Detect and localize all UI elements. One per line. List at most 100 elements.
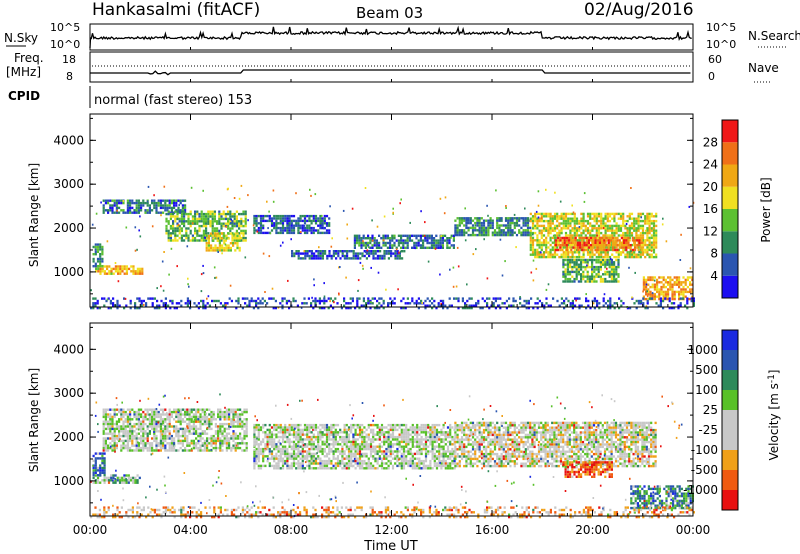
- heatmap-cell: [130, 270, 133, 273]
- heatmap-cell: [581, 241, 584, 244]
- heatmap-cell: [107, 481, 111, 484]
- heatmap-cell: [375, 239, 378, 242]
- heatmap-cell: [181, 432, 184, 435]
- heatmap-cell: [106, 298, 109, 301]
- heatmap-cell: [351, 299, 354, 303]
- heatmap-cell: [691, 288, 694, 291]
- heatmap-cell: [299, 457, 302, 460]
- heatmap-cell: [195, 432, 198, 435]
- heatmap-cell: [136, 474, 139, 477]
- heatmap-cell: [575, 268, 578, 271]
- heatmap-cell: [94, 479, 97, 482]
- heatmap-cell: [208, 418, 211, 421]
- heatmap-cell: [259, 217, 263, 220]
- heatmap-cell: [358, 241, 361, 245]
- heatmap-cell: [227, 244, 230, 247]
- heatmap-cell: [664, 285, 667, 289]
- heatmap-cell: [314, 447, 318, 451]
- heatmap-cell: [594, 236, 597, 240]
- heatmap-cell: [104, 418, 107, 421]
- heatmap-cell: [129, 299, 132, 303]
- heatmap-cell: [142, 410, 145, 414]
- heatmap-cell: [221, 449, 224, 452]
- heatmap-cell: [488, 306, 491, 310]
- heatmap-cell: [314, 445, 318, 448]
- heatmap-cell: [647, 278, 650, 282]
- heatmap-cell: [197, 418, 200, 421]
- heatmap-cell: [284, 229, 287, 232]
- heatmap-cell: [235, 306, 238, 310]
- heatmap-cell: [142, 415, 145, 419]
- heatmap-cell: [358, 237, 361, 240]
- heatmap-cell: [175, 209, 178, 212]
- heatmap-cell: [312, 219, 315, 223]
- heatmap-cell: [146, 201, 149, 205]
- heatmap-cell: [651, 278, 654, 282]
- heatmap-cell: [238, 237, 241, 240]
- heatmap-cell: [103, 270, 106, 273]
- heatmap-cell: [321, 299, 324, 303]
- heatmap-cell: [197, 302, 200, 305]
- heatmap-cell: [580, 224, 583, 228]
- heatmap-cell: [155, 442, 158, 445]
- heatmap-cell: [549, 248, 552, 252]
- heatmap-cell: [202, 229, 205, 233]
- heatmap-cell: [207, 249, 210, 252]
- heatmap-cell: [480, 226, 483, 230]
- heatmap-cell: [219, 437, 222, 440]
- heatmap-cell: [275, 428, 278, 432]
- heatmap-cell: [153, 408, 156, 411]
- heatmap-cell: [131, 437, 134, 440]
- heatmap-cell: [211, 220, 214, 223]
- heatmap-cell: [529, 243, 532, 247]
- heatmap-cell: [295, 462, 298, 465]
- heatmap-cell: [272, 189, 275, 192]
- heatmap-cell: [536, 217, 539, 220]
- heatmap-cell: [168, 206, 171, 210]
- heatmap-cell: [564, 227, 568, 230]
- heatmap-cell: [270, 297, 273, 300]
- heatmap-cell: [222, 224, 225, 228]
- heatmap-cell: [245, 446, 248, 450]
- heatmap-cell: [229, 220, 232, 223]
- heatmap-cell: [527, 302, 530, 305]
- heatmap-cell: [188, 444, 191, 447]
- heatmap-cell: [312, 455, 315, 458]
- heatmap-cell: [116, 476, 119, 480]
- heatmap-cell: [241, 306, 244, 310]
- heatmap-cell: [357, 257, 360, 260]
- heatmap-cell: [132, 481, 135, 484]
- heatmap-cell: [146, 427, 149, 431]
- heatmap-cell: [441, 246, 444, 249]
- heatmap-cell: [153, 434, 156, 438]
- heatmap-cell: [103, 272, 106, 275]
- heatmap-cell: [303, 455, 307, 458]
- heatmap-cell: [567, 243, 570, 247]
- heatmap-cell: [107, 432, 110, 435]
- heatmap-cell: [146, 437, 149, 440]
- heatmap-cell: [554, 191, 556, 194]
- heatmap-cell: [277, 445, 280, 448]
- heatmap-cell: [578, 219, 581, 223]
- heatmap-cell: [264, 219, 267, 223]
- heatmap-cell: [562, 219, 565, 223]
- heatmap-cell: [691, 290, 694, 294]
- heatmap-cell: [376, 250, 379, 253]
- heatmap-cell: [531, 219, 535, 223]
- heatmap-cell: [189, 239, 192, 242]
- heatmap-cell: [650, 212, 653, 216]
- heatmap-cell: [312, 299, 315, 303]
- heatmap-cell: [274, 306, 277, 310]
- heatmap-cell: [577, 268, 580, 271]
- heatmap-cell: [660, 276, 663, 279]
- heatmap-cell: [534, 224, 537, 228]
- heatmap-cell: [435, 241, 438, 245]
- heatmap-cell: [148, 442, 151, 445]
- heatmap-cell: [172, 232, 175, 235]
- heatmap-cell: [650, 222, 653, 225]
- heatmap-cell: [261, 302, 264, 305]
- heatmap-cell: [373, 306, 376, 310]
- heatmap-cell: [162, 442, 165, 445]
- heatmap-cell: [199, 420, 202, 423]
- heatmap-cell: [584, 219, 587, 223]
